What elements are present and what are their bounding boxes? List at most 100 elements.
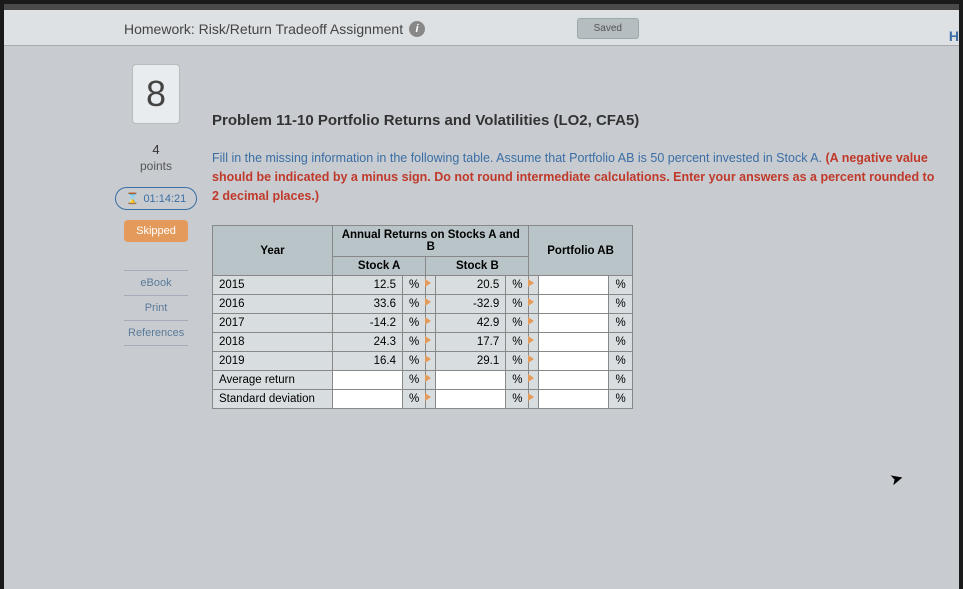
problem-text-main: Fill in the missing information in the f… [212,151,826,165]
year-cell: 2018 [213,333,333,352]
pct-label: % [506,333,529,352]
stock-a-avg-input [333,371,403,390]
answer-input[interactable] [333,371,402,389]
pct-label: % [506,314,529,333]
summary-row: Standard deviation % % % [213,390,633,409]
portfolio-avg-input [539,371,609,390]
avg-return-label: Average return [213,371,333,390]
flag-icon [529,371,539,390]
flag-icon [529,333,539,352]
pct-label: % [403,352,426,371]
question-number: 8 [132,64,180,124]
stock-b-val: 17.7 [436,333,506,352]
portfolio-input [539,295,609,314]
homework-title: Homework: Risk/Return Tradeoff Assignmen… [124,21,403,37]
saved-badge: Saved [577,18,639,39]
pct-label: % [506,390,529,409]
stock-a-sd-input [333,390,403,409]
flag-icon [426,295,436,314]
summary-row: Average return % % % [213,371,633,390]
flag-icon [426,390,436,409]
year-cell: 2019 [213,352,333,371]
help-link-char[interactable]: H [949,28,959,44]
pct-label: % [609,276,632,295]
col-portfolio: Portfolio AB [529,226,632,276]
stock-a-val: 33.6 [333,295,403,314]
flag-icon [426,371,436,390]
question-sidebar: 8 4 points ⌛ 01:14:21 Skipped eBook Prin… [124,64,188,409]
pct-label: % [403,295,426,314]
pct-label: % [609,371,632,390]
returns-table: Year Annual Returns on Stocks A and B Po… [212,225,633,409]
pct-label: % [403,314,426,333]
skipped-badge: Skipped [124,220,188,242]
portfolio-input [539,314,609,333]
pct-label: % [506,371,529,390]
portfolio-input [539,352,609,371]
print-link[interactable]: Print [124,295,188,320]
pct-label: % [403,333,426,352]
answer-input[interactable] [539,390,608,408]
table-row: 2017 -14.2 % 42.9 % % [213,314,633,333]
ebook-link[interactable]: eBook [124,270,188,295]
stock-b-avg-input [436,371,506,390]
stock-a-val: 16.4 [333,352,403,371]
flag-icon [426,276,436,295]
stock-b-val: 29.1 [436,352,506,371]
pct-label: % [403,371,426,390]
year-cell: 2015 [213,276,333,295]
stock-a-val: 12.5 [333,276,403,295]
stock-b-val: 42.9 [436,314,506,333]
stock-b-val: -32.9 [436,295,506,314]
problem-area: Problem 11-10 Portfolio Returns and Vola… [212,64,939,409]
cursor-icon: ➤ [887,468,905,491]
col-stock-a: Stock A [333,257,426,276]
flag-icon [426,314,436,333]
flag-icon [529,276,539,295]
pct-label: % [609,333,632,352]
pct-label: % [403,390,426,409]
answer-input[interactable] [539,295,608,313]
col-stock-b: Stock B [426,257,529,276]
portfolio-input [539,276,609,295]
year-cell: 2016 [213,295,333,314]
stock-a-val: 24.3 [333,333,403,352]
flag-icon [529,352,539,371]
flag-icon [529,390,539,409]
pct-label: % [609,390,632,409]
pct-label: % [506,276,529,295]
flag-icon [426,352,436,371]
answer-input[interactable] [539,276,608,294]
answer-input[interactable] [539,352,608,370]
hourglass-icon: ⌛ [126,192,140,205]
answer-input[interactable] [539,333,608,351]
std-dev-label: Standard deviation [213,390,333,409]
col-year: Year [213,226,333,276]
answer-input[interactable] [436,390,505,408]
answer-input[interactable] [539,371,608,389]
year-cell: 2017 [213,314,333,333]
pct-label: % [609,352,632,371]
portfolio-sd-input [539,390,609,409]
answer-input[interactable] [539,314,608,332]
references-link[interactable]: References [124,320,188,346]
points-label: points [140,159,172,173]
stock-b-val: 20.5 [436,276,506,295]
table-row: 2018 24.3 % 17.7 % % [213,333,633,352]
flag-icon [426,333,436,352]
header-bar: Homework: Risk/Return Tradeoff Assignmen… [4,10,959,46]
span-header: Annual Returns on Stocks A and B [333,226,529,257]
info-icon[interactable]: i [409,21,425,37]
problem-title: Problem 11-10 Portfolio Returns and Vola… [212,112,939,129]
timer-value: 01:14:21 [143,193,186,205]
timer-pill: ⌛ 01:14:21 [115,187,198,210]
pct-label: % [609,314,632,333]
problem-instructions: Fill in the missing information in the f… [212,149,939,205]
table-row: 2019 16.4 % 29.1 % % [213,352,633,371]
answer-input[interactable] [333,390,402,408]
table-row: 2015 12.5 % 20.5 % % [213,276,633,295]
pct-label: % [506,352,529,371]
table-row: 2016 33.6 % -32.9 % % [213,295,633,314]
answer-input[interactable] [436,371,505,389]
pct-label: % [403,276,426,295]
